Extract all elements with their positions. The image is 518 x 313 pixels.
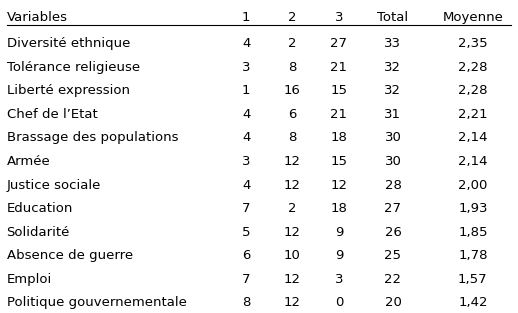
- Text: 2,14: 2,14: [458, 131, 487, 144]
- Text: 18: 18: [330, 131, 347, 144]
- Text: 32: 32: [384, 61, 401, 74]
- Text: 8: 8: [289, 131, 297, 144]
- Text: Emploi: Emploi: [7, 273, 52, 286]
- Text: 12: 12: [284, 273, 301, 286]
- Text: 1,93: 1,93: [458, 202, 487, 215]
- Text: 22: 22: [384, 273, 401, 286]
- Text: 21: 21: [330, 108, 348, 121]
- Text: 4: 4: [242, 131, 250, 144]
- Text: 21: 21: [330, 61, 348, 74]
- Text: 1: 1: [242, 84, 250, 97]
- Text: Brassage des populations: Brassage des populations: [7, 131, 178, 144]
- Text: 12: 12: [330, 178, 348, 192]
- Text: 3: 3: [335, 273, 343, 286]
- Text: 31: 31: [384, 108, 401, 121]
- Text: Moyenne: Moyenne: [442, 11, 503, 23]
- Text: 0: 0: [335, 296, 343, 309]
- Text: 27: 27: [330, 37, 348, 50]
- Text: 12: 12: [284, 178, 301, 192]
- Text: Total: Total: [378, 11, 409, 23]
- Text: 4: 4: [242, 178, 250, 192]
- Text: Tolérance religieuse: Tolérance religieuse: [7, 61, 140, 74]
- Text: 2,14: 2,14: [458, 155, 487, 168]
- Text: Diversité ethnique: Diversité ethnique: [7, 37, 130, 50]
- Text: 33: 33: [384, 37, 401, 50]
- Text: 5: 5: [242, 226, 250, 239]
- Text: 1,85: 1,85: [458, 226, 487, 239]
- Text: 2: 2: [288, 37, 297, 50]
- Text: 26: 26: [384, 226, 401, 239]
- Text: 1,42: 1,42: [458, 296, 487, 309]
- Text: 8: 8: [289, 61, 297, 74]
- Text: Armée: Armée: [7, 155, 50, 168]
- Text: 1,78: 1,78: [458, 249, 487, 262]
- Text: 12: 12: [284, 226, 301, 239]
- Text: Absence de guerre: Absence de guerre: [7, 249, 133, 262]
- Text: 16: 16: [284, 84, 301, 97]
- Text: 2,28: 2,28: [458, 84, 487, 97]
- Text: 9: 9: [335, 226, 343, 239]
- Text: 8: 8: [242, 296, 250, 309]
- Text: 18: 18: [330, 202, 347, 215]
- Text: 1,57: 1,57: [458, 273, 487, 286]
- Text: 25: 25: [384, 249, 401, 262]
- Text: 15: 15: [330, 84, 348, 97]
- Text: Politique gouvernementale: Politique gouvernementale: [7, 296, 186, 309]
- Text: 10: 10: [284, 249, 301, 262]
- Text: 2: 2: [288, 202, 297, 215]
- Text: Variables: Variables: [7, 11, 67, 23]
- Text: 2,28: 2,28: [458, 61, 487, 74]
- Text: 12: 12: [284, 296, 301, 309]
- Text: 2,21: 2,21: [458, 108, 487, 121]
- Text: 9: 9: [335, 249, 343, 262]
- Text: Liberté expression: Liberté expression: [7, 84, 130, 97]
- Text: 28: 28: [384, 178, 401, 192]
- Text: 2: 2: [288, 11, 297, 23]
- Text: 3: 3: [335, 11, 343, 23]
- Text: 7: 7: [242, 273, 250, 286]
- Text: 30: 30: [384, 155, 401, 168]
- Text: 4: 4: [242, 37, 250, 50]
- Text: Justice sociale: Justice sociale: [7, 178, 101, 192]
- Text: 6: 6: [242, 249, 250, 262]
- Text: 6: 6: [289, 108, 297, 121]
- Text: Solidarité: Solidarité: [7, 226, 70, 239]
- Text: 2,35: 2,35: [458, 37, 487, 50]
- Text: 12: 12: [284, 155, 301, 168]
- Text: Education: Education: [7, 202, 73, 215]
- Text: 27: 27: [384, 202, 401, 215]
- Text: 3: 3: [242, 155, 250, 168]
- Text: 15: 15: [330, 155, 348, 168]
- Text: 7: 7: [242, 202, 250, 215]
- Text: 32: 32: [384, 84, 401, 97]
- Text: 2,00: 2,00: [458, 178, 487, 192]
- Text: 3: 3: [242, 61, 250, 74]
- Text: Chef de l’Etat: Chef de l’Etat: [7, 108, 97, 121]
- Text: 30: 30: [384, 131, 401, 144]
- Text: 4: 4: [242, 108, 250, 121]
- Text: 1: 1: [242, 11, 250, 23]
- Text: 20: 20: [384, 296, 401, 309]
